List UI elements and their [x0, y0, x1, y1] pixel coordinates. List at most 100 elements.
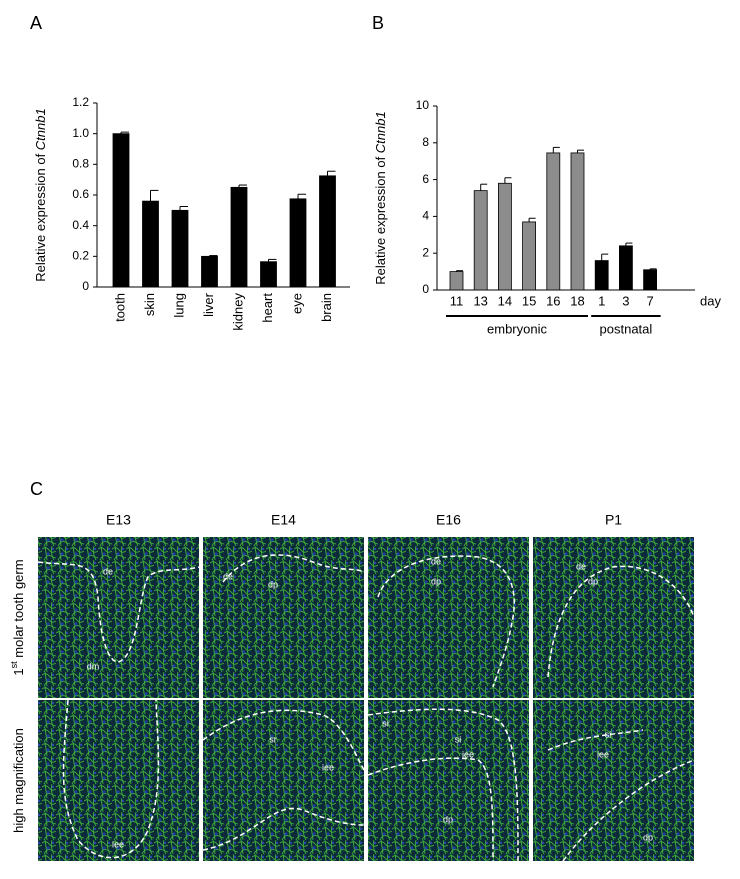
bar — [319, 175, 336, 288]
y-axis-label-part: Relative expression of — [33, 150, 48, 282]
tissue-label: de — [223, 571, 233, 581]
x-unit: day — [700, 293, 721, 308]
x-tick-label: kidney — [230, 293, 245, 331]
y-tick-label: 8 — [422, 135, 429, 149]
tissue-label: dm — [87, 661, 100, 671]
x-tick-label: 13 — [473, 293, 487, 308]
micrograph — [533, 537, 694, 698]
tissue-label: de — [576, 561, 586, 571]
bar — [643, 269, 657, 291]
tissue-label: iee — [112, 839, 124, 849]
column-header: P1 — [605, 512, 622, 528]
tissue-label: dp — [588, 576, 598, 586]
tissue-label: de — [431, 556, 441, 566]
tissue-label: dp — [431, 576, 441, 586]
tissue-label: de — [103, 566, 113, 576]
group-label: embryonic — [487, 321, 547, 336]
y-tick-label: 1.2 — [72, 95, 89, 109]
y-tick-label: 0 — [422, 282, 429, 296]
y-axis-label: Relative expression of Ctnnb1 — [373, 111, 388, 284]
bar — [497, 182, 512, 291]
boundary-line — [547, 729, 695, 862]
x-tick-label: 14 — [498, 293, 512, 308]
y-tick-label: 0.2 — [72, 249, 89, 263]
x-tick-label: 1 — [598, 293, 605, 308]
x-tick-label: eye — [289, 293, 304, 314]
y-axis-label-part: Ctnnb1 — [373, 111, 388, 153]
y-tick-label: 0.8 — [72, 157, 89, 171]
tissue-label: iee — [597, 749, 609, 759]
group-label: postnatal — [600, 321, 653, 336]
boundary-line — [367, 708, 519, 862]
column-header: E13 — [106, 512, 131, 528]
tissue-label: sr — [382, 718, 390, 728]
boundary-line — [547, 565, 695, 678]
tissue-label: si — [605, 729, 612, 739]
x-tick-label: 11 — [450, 293, 464, 308]
x-tick-label: brain — [319, 293, 334, 322]
micrograph — [203, 700, 364, 861]
bar — [230, 186, 248, 288]
y-axis-label-part: Ctnnb1 — [33, 108, 48, 150]
tissue-label: iee — [322, 762, 334, 772]
bar — [260, 261, 277, 288]
bar — [112, 133, 130, 288]
y-tick-label: 0.6 — [72, 187, 89, 201]
micrograph — [203, 537, 364, 698]
tissue-label: dp — [268, 579, 278, 589]
bar — [142, 200, 159, 288]
row-label-part: high magnification — [11, 728, 26, 833]
y-tick-label: 4 — [422, 209, 429, 223]
micrograph — [38, 537, 199, 698]
bar — [522, 221, 536, 291]
panel-label: B — [372, 13, 384, 33]
bar — [473, 190, 488, 291]
y-tick-label: 6 — [422, 172, 429, 186]
column-header: E16 — [436, 512, 461, 528]
y-axis-label: Relative expression of Ctnnb1 — [33, 108, 48, 281]
tissue-label: iee — [462, 749, 474, 759]
x-tick-label: tooth — [112, 293, 127, 322]
y-tick-label: 0 — [82, 279, 89, 293]
y-axis-label-part: Relative expression of — [373, 153, 388, 285]
bar — [546, 152, 561, 291]
x-tick-label: skin — [142, 293, 157, 316]
row-label-part: 1 — [11, 668, 26, 675]
tissue-label: sr — [269, 734, 277, 744]
x-tick-label: lung — [171, 293, 186, 318]
micrograph — [368, 700, 529, 861]
bar — [449, 271, 464, 291]
x-tick-label: 3 — [622, 293, 629, 308]
panel-label: C — [30, 479, 43, 499]
x-tick-label: 16 — [546, 293, 560, 308]
boundary-line — [202, 709, 365, 851]
panel-label: A — [30, 13, 42, 33]
boundary-line — [377, 555, 515, 688]
row-label-part: molar tooth germ — [11, 559, 26, 661]
bar — [594, 260, 609, 291]
micrograph — [368, 537, 529, 698]
bar — [201, 255, 218, 288]
micrograph — [38, 700, 199, 861]
row-label-part: st — [9, 661, 19, 669]
tissue-label: si — [455, 734, 462, 744]
x-tick-label: 7 — [646, 293, 653, 308]
column-header: E14 — [271, 512, 296, 528]
boundary-line — [37, 561, 200, 663]
bar — [171, 209, 189, 288]
y-tick-label: 0.4 — [72, 218, 89, 232]
x-tick-label: 18 — [570, 293, 584, 308]
bar — [619, 245, 633, 291]
boundary-line — [62, 699, 160, 859]
y-tick-label: 1.0 — [72, 126, 89, 140]
x-tick-label: liver — [201, 292, 216, 317]
x-tick-label: heart — [260, 293, 275, 323]
micrograph — [533, 700, 694, 861]
bar — [570, 152, 585, 291]
boundary-line — [222, 554, 365, 583]
tissue-label: dp — [643, 832, 653, 842]
row-label: high magnification — [11, 728, 26, 833]
row-label: 1st molar tooth germ — [9, 559, 26, 675]
tissue-label: dp — [443, 814, 453, 824]
